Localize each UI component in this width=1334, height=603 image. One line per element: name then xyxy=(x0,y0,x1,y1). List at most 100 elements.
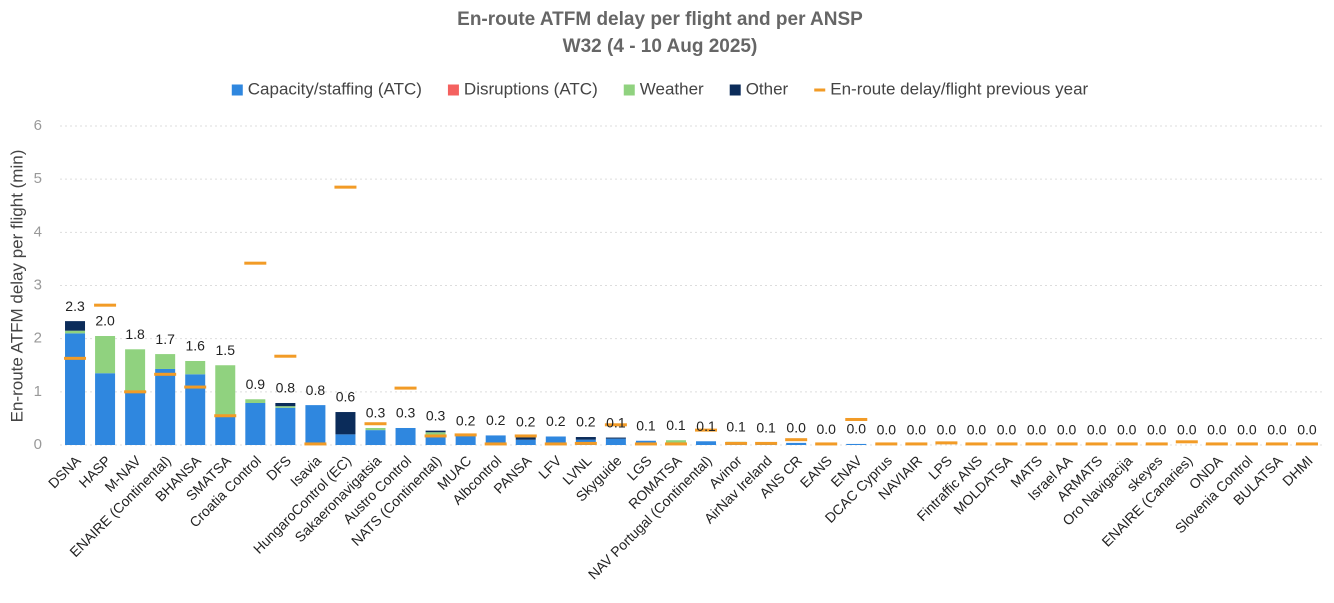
y-tick-label: 2 xyxy=(34,330,42,347)
previous-year-marker xyxy=(875,442,898,446)
previous-year-marker xyxy=(394,386,417,390)
value-label: 0.0 xyxy=(1297,422,1317,438)
bar-segment xyxy=(155,354,176,369)
previous-year-marker xyxy=(935,441,958,445)
bar-segment xyxy=(696,441,717,445)
value-label: 0.0 xyxy=(1237,422,1257,438)
previous-year-marker xyxy=(334,185,357,189)
bar-segment xyxy=(275,402,296,407)
legend-swatch xyxy=(231,84,243,96)
value-label: 0.2 xyxy=(576,414,596,430)
previous-year-marker xyxy=(1175,440,1198,444)
bar-segment xyxy=(65,333,86,445)
value-label: 0.2 xyxy=(456,413,476,429)
chart-subtitle: W32 (4 - 10 Aug 2025) xyxy=(563,36,758,57)
bar-segment xyxy=(245,402,266,445)
value-label: 0.2 xyxy=(486,412,506,428)
previous-year-marker xyxy=(1295,442,1318,446)
value-label: 0.0 xyxy=(937,422,957,438)
bar-segment xyxy=(425,430,446,433)
value-label: 0.6 xyxy=(336,389,356,405)
value-label: 0.0 xyxy=(907,422,927,438)
previous-year-marker xyxy=(574,441,597,445)
y-tick-label: 4 xyxy=(34,223,42,240)
value-label: 1.5 xyxy=(216,342,236,358)
previous-year-marker xyxy=(664,442,687,446)
bar-segment xyxy=(545,436,566,445)
previous-year-marker xyxy=(1085,442,1108,446)
x-tick-label: DHMI xyxy=(1279,452,1316,489)
previous-year-marker xyxy=(604,423,627,427)
value-label: 0.3 xyxy=(396,405,416,421)
value-label: 0.2 xyxy=(546,413,566,429)
bar-segment xyxy=(125,349,146,392)
value-label: 0.0 xyxy=(816,421,836,437)
bar-segment xyxy=(275,406,296,408)
value-label: 0.0 xyxy=(877,422,897,438)
bar-segment xyxy=(515,437,536,440)
value-label: 2.3 xyxy=(65,298,85,314)
previous-year-marker xyxy=(755,441,778,445)
bar-segment xyxy=(365,430,386,445)
bar-segment xyxy=(575,437,596,440)
previous-year-marker xyxy=(184,385,207,389)
previous-year-marker xyxy=(454,433,477,437)
value-label: 0.0 xyxy=(1117,422,1137,438)
value-label: 0.9 xyxy=(246,376,266,392)
previous-year-marker xyxy=(64,356,87,360)
previous-year-marker xyxy=(965,442,988,446)
value-label: 0.1 xyxy=(636,417,656,433)
value-label: 0.8 xyxy=(306,382,326,398)
bar-segment xyxy=(485,435,506,445)
value-label: 0.0 xyxy=(967,422,987,438)
previous-year-marker xyxy=(1055,442,1078,446)
legend-label: Weather xyxy=(640,79,704,98)
previous-year-marker xyxy=(94,303,117,307)
value-label: 0.1 xyxy=(726,419,746,435)
bar-segment xyxy=(515,439,536,445)
previous-year-marker xyxy=(1265,442,1288,446)
legend-swatch xyxy=(447,84,459,96)
previous-year-marker xyxy=(514,434,537,438)
value-label: 0.0 xyxy=(1087,422,1107,438)
value-label: 1.6 xyxy=(185,338,205,354)
previous-year-marker xyxy=(154,372,177,376)
bar-segment xyxy=(185,374,206,445)
y-axis-label: En-route ATFM delay per flight (min) xyxy=(7,150,26,423)
value-label: 1.7 xyxy=(155,331,175,347)
previous-year-marker xyxy=(905,442,928,446)
value-label: 0.0 xyxy=(997,422,1017,438)
value-label: 0.0 xyxy=(1177,422,1197,438)
bar-segment xyxy=(846,443,867,445)
legend-swatch xyxy=(729,84,741,96)
previous-year-marker xyxy=(1115,442,1138,446)
value-label: 2.0 xyxy=(95,313,115,329)
bar-segment xyxy=(665,440,686,443)
bar-segment xyxy=(95,336,116,374)
x-tick-label: DSNA xyxy=(45,452,84,491)
value-label: 0.0 xyxy=(1207,422,1227,438)
previous-year-marker xyxy=(695,428,718,432)
previous-year-marker xyxy=(244,261,267,265)
legend-label: En-route delay/flight previous year xyxy=(830,79,1088,98)
value-label: 0.1 xyxy=(666,417,686,433)
previous-year-marker xyxy=(725,441,748,445)
bar-segment xyxy=(335,412,356,435)
value-label: 0.0 xyxy=(786,420,806,436)
bar-segment xyxy=(65,330,86,334)
previous-year-marker xyxy=(424,434,447,438)
bar-segment xyxy=(245,399,266,403)
value-label: 0.8 xyxy=(276,380,296,396)
value-label: 0.0 xyxy=(847,421,867,437)
bar-segment xyxy=(365,427,386,431)
previous-year-marker xyxy=(785,438,808,442)
legend-label: Disruptions (ATC) xyxy=(464,79,598,98)
previous-year-marker xyxy=(214,414,237,418)
value-label: 0.2 xyxy=(516,414,536,430)
previous-year-marker xyxy=(995,442,1018,446)
legend-swatch xyxy=(814,88,826,92)
value-label: 0.3 xyxy=(366,405,386,421)
previous-year-marker xyxy=(274,354,297,358)
chart-title: En-route ATFM delay per flight and per A… xyxy=(457,9,863,30)
bar-segment xyxy=(305,405,326,445)
